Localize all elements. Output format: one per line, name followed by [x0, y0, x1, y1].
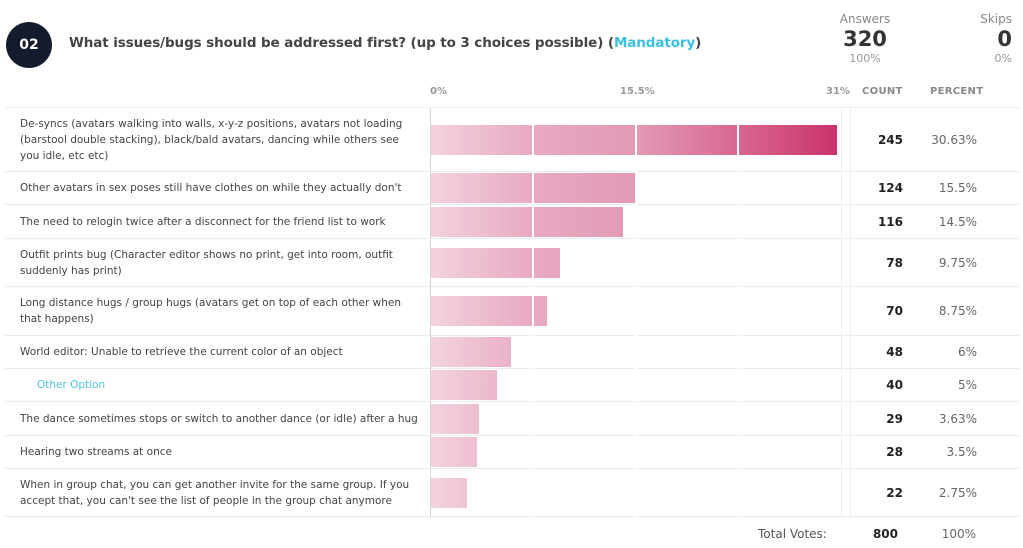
row-label: Hearing two streams at once: [20, 446, 172, 458]
row-label: World editor: Unable to retrieve the cur…: [20, 346, 343, 358]
axis-tick-mid: 15.5%: [620, 86, 655, 97]
table-row: The dance sometimes stops or switch to a…: [5, 402, 1020, 436]
question-title-text: What issues/bugs should be addressed fir…: [69, 35, 614, 51]
header-divider: [5, 107, 1020, 108]
row-count: 22: [886, 485, 903, 500]
bar: [431, 296, 547, 326]
skips-stat: Skips 0 0%: [968, 12, 1012, 65]
row-percent: 6%: [957, 345, 977, 359]
axis-tick-0: 0%: [430, 86, 447, 97]
table-row: World editor: Unable to retrieve the cur…: [5, 336, 1020, 369]
row-percent: 3.5%: [946, 445, 978, 459]
gridline: [850, 108, 851, 517]
answers-value: 320: [843, 27, 887, 51]
row-count: 70: [886, 304, 903, 318]
bar: [431, 370, 497, 400]
row-count: 245: [877, 132, 903, 147]
axis-line: [430, 108, 431, 517]
skips-percent: 0%: [994, 52, 1012, 65]
answers-label: Answers: [839, 12, 891, 26]
bar-segment-separator: [532, 108, 534, 517]
gridline: [841, 108, 842, 517]
row-label: When in group chat, you can get another …: [20, 478, 410, 507]
row-count: 29: [886, 411, 903, 426]
row-count: 116: [877, 214, 903, 229]
row-percent: 14.5%: [938, 214, 977, 229]
question-number-badge: 02: [6, 22, 52, 68]
table-row: Hearing two streams at once 28 3.5%: [5, 436, 1020, 469]
count-column-header: COUNT: [862, 86, 903, 97]
bar: [431, 207, 623, 237]
table-row: Long distance hugs / group hugs (avatars…: [5, 287, 1020, 336]
row-label: The need to relogin twice after a discon…: [20, 215, 386, 228]
row-percent: 15.5%: [938, 181, 977, 195]
row-percent: 2.75%: [938, 485, 977, 500]
skips-label: Skips: [980, 12, 1012, 26]
table-row: Other Option 40 5%: [5, 369, 1020, 402]
row-count: 124: [877, 181, 903, 195]
mandatory-label: Mandatory: [613, 35, 696, 51]
table-row: When in group chat, you can get another …: [5, 469, 1020, 517]
total-votes-percent: 100%: [941, 527, 976, 541]
bar-segment-separator: [635, 108, 637, 517]
table-row: Other avatars in sex poses still have cl…: [5, 172, 1020, 205]
total-votes-label: Total Votes:: [758, 527, 827, 541]
percent-column-header: PERCENT: [930, 86, 984, 97]
bar: [431, 337, 511, 367]
row-label: Long distance hugs / group hugs (avatars…: [20, 297, 402, 325]
row-count: 48: [886, 345, 903, 359]
bar: [431, 404, 479, 434]
table-row: De-syncs (avatars walking into walls, x-…: [5, 108, 1020, 172]
bar: [431, 125, 837, 155]
row-percent: 3.63%: [938, 411, 977, 426]
row-percent: 9.75%: [938, 255, 977, 270]
skips-value: 0: [997, 27, 1012, 51]
row-count: 28: [886, 445, 903, 459]
row-label: De-syncs (avatars walking into walls, x-…: [20, 117, 403, 162]
bar: [431, 248, 560, 278]
total-votes-count: 800: [872, 527, 898, 541]
row-count: 78: [886, 255, 903, 270]
table-row: The need to relogin twice after a discon…: [5, 205, 1020, 239]
question-title-close: ): [695, 35, 702, 51]
row-label: Outfit prints bug (Character editor show…: [20, 248, 393, 277]
row-label: The dance sometimes stops or switch to a…: [20, 412, 418, 425]
question-title: What issues/bugs should be addressed fir…: [69, 35, 701, 51]
axis-tick-max: 31%: [826, 86, 850, 97]
row-percent: 8.75%: [938, 304, 977, 318]
bar: [431, 478, 467, 508]
row-percent: 5%: [957, 378, 977, 392]
row-label: Other avatars in sex poses still have cl…: [20, 182, 402, 194]
row-percent: 30.63%: [931, 132, 977, 147]
table-row: Outfit prints bug (Character editor show…: [5, 239, 1020, 287]
other-option-link[interactable]: Other Option: [37, 379, 106, 391]
bar-segment-separator: [737, 108, 739, 517]
bar: [431, 437, 477, 467]
bar: [431, 173, 637, 203]
answers-stat: Answers 320 100%: [830, 12, 900, 65]
answers-percent: 100%: [849, 52, 881, 65]
row-count: 40: [886, 378, 903, 392]
